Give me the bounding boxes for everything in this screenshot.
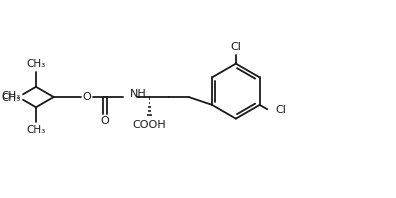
Text: O: O — [100, 116, 109, 126]
Text: CH₃: CH₃ — [27, 125, 46, 135]
Text: Cl: Cl — [230, 42, 241, 52]
Text: CH₃: CH₃ — [2, 93, 21, 103]
Text: Cl: Cl — [276, 105, 287, 115]
Text: O: O — [83, 92, 91, 102]
Text: NH: NH — [130, 89, 147, 99]
Text: CH₃: CH₃ — [2, 91, 21, 101]
Text: COOH: COOH — [133, 120, 166, 130]
Text: CH₃: CH₃ — [27, 59, 46, 69]
